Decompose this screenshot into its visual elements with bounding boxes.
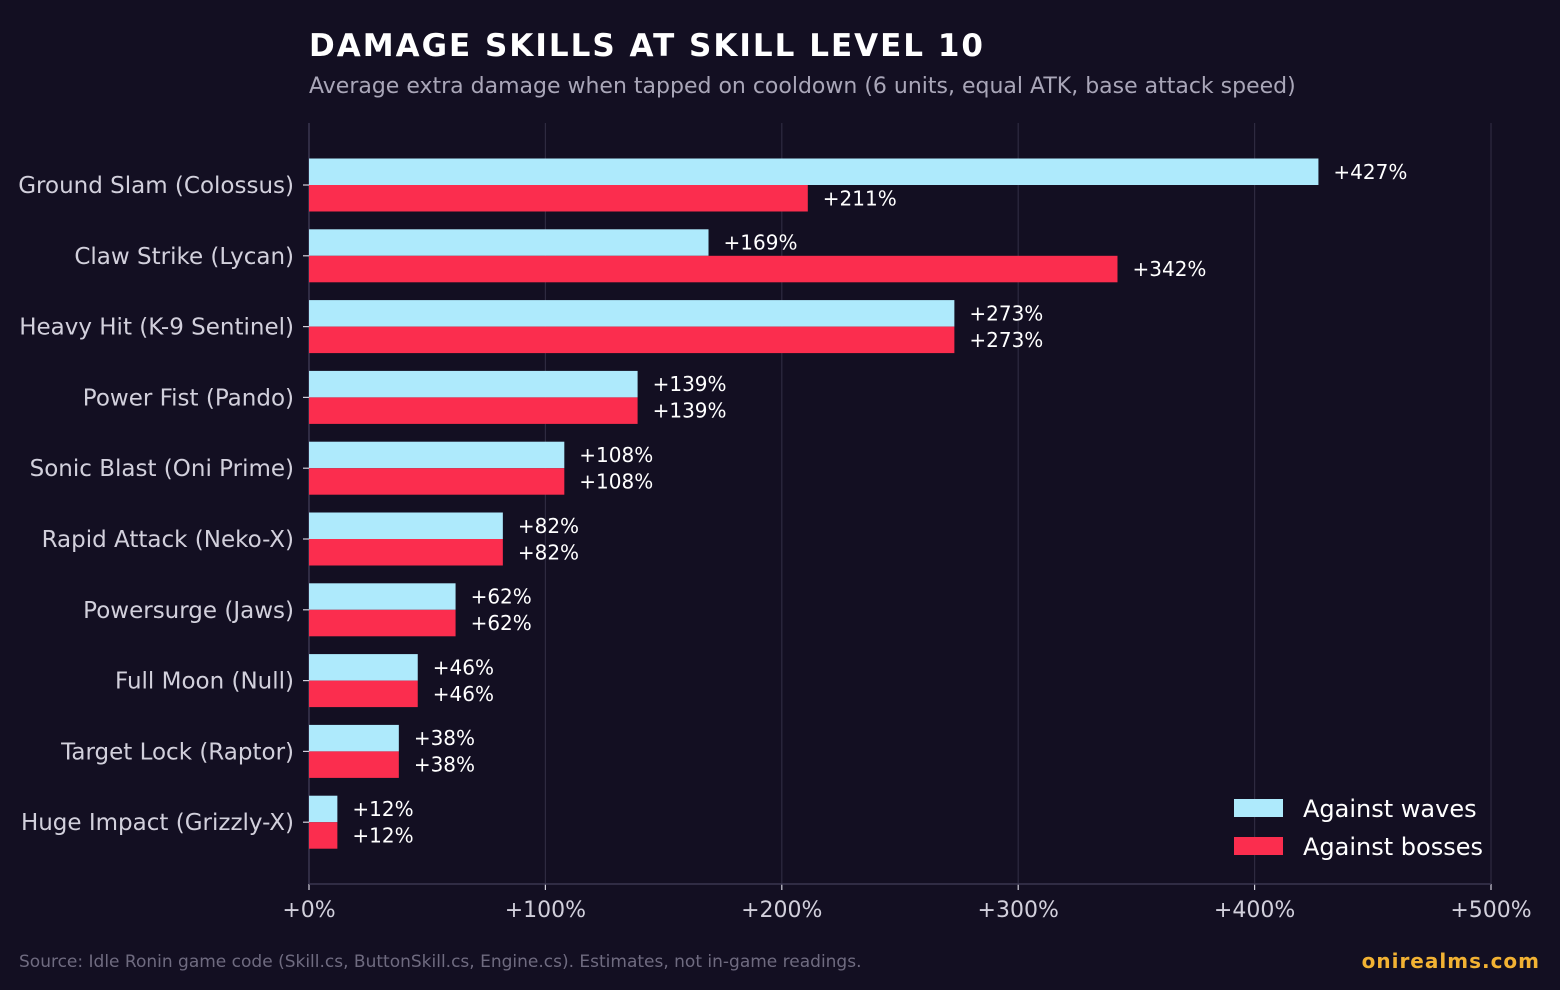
y-tick-label: Sonic Blast (Oni Prime)	[30, 456, 294, 482]
chart-title: DAMAGE SKILLS AT SKILL LEVEL 10	[309, 28, 985, 64]
data-label-waves: +427%	[1333, 160, 1407, 184]
data-label-waves: +12%	[352, 797, 413, 821]
x-tick-label: +300%	[978, 898, 1059, 923]
bar-waves	[309, 724, 399, 752]
legend-label: Against waves	[1303, 795, 1477, 823]
y-tick-label: Power Fist (Pando)	[83, 385, 294, 411]
data-label-waves: +169%	[724, 231, 798, 255]
data-label-bosses: +62%	[471, 611, 532, 635]
data-label-waves: +46%	[433, 655, 494, 679]
source-note: Source: Idle Ronin game code (Skill.cs, …	[19, 952, 862, 972]
data-label-bosses: +46%	[433, 682, 494, 706]
data-label-waves: +82%	[518, 514, 579, 538]
legend-swatch	[1234, 799, 1283, 817]
bar-bosses	[309, 822, 338, 849]
y-tick-label: Powersurge (Jaws)	[83, 598, 294, 624]
bar-waves	[309, 795, 338, 823]
x-tick-label: +0%	[282, 898, 335, 923]
data-label-bosses: +82%	[518, 540, 579, 564]
data-label-waves: +273%	[969, 301, 1043, 325]
x-tick-label: +400%	[1214, 898, 1295, 923]
chart-subtitle: Average extra damage when tapped on cool…	[309, 74, 1296, 99]
y-tick-label: Huge Impact (Grizzly-X)	[21, 810, 294, 836]
bar-bosses	[309, 680, 418, 708]
y-tick-label: Ground Slam (Colossus)	[18, 173, 294, 199]
data-label-bosses: +273%	[969, 328, 1043, 352]
data-label-waves: +108%	[579, 443, 653, 467]
bar-bosses	[309, 751, 399, 778]
data-label-bosses: +342%	[1132, 257, 1206, 281]
bar-bosses	[309, 185, 808, 212]
y-tick-label: Claw Strike (Lycan)	[74, 244, 294, 270]
data-label-bosses: +108%	[579, 469, 653, 493]
data-label-bosses: +139%	[653, 399, 727, 423]
bar-waves	[309, 654, 418, 681]
y-tick-label: Rapid Attack (Neko-X)	[42, 527, 294, 553]
x-tick-label: +100%	[505, 898, 586, 923]
bar-waves	[309, 370, 638, 398]
y-tick-label: Heavy Hit (K-9 Sentinel)	[19, 315, 294, 341]
y-tick-label: Full Moon (Null)	[115, 669, 294, 695]
bar-bosses	[309, 468, 565, 495]
bar-waves	[309, 583, 456, 610]
bar-bosses	[309, 397, 638, 424]
bar-waves	[309, 441, 565, 469]
y-tick-label: Target Lock (Raptor)	[60, 739, 294, 765]
bar-waves	[309, 229, 709, 256]
bar-bosses	[309, 255, 1118, 283]
x-tick-label: +500%	[1450, 898, 1531, 923]
bar-waves	[309, 158, 1319, 185]
bar-waves	[309, 512, 503, 539]
legend-swatch	[1234, 837, 1283, 855]
bar-bosses	[309, 609, 456, 637]
x-tick-label: +200%	[741, 898, 822, 923]
legend-label: Against bosses	[1303, 833, 1483, 861]
bar-bosses	[309, 539, 503, 566]
data-label-bosses: +38%	[414, 753, 475, 777]
data-label-waves: +139%	[653, 372, 727, 396]
data-label-bosses: +12%	[352, 823, 413, 847]
data-label-waves: +38%	[414, 726, 475, 750]
bar-bosses	[309, 326, 955, 354]
data-label-bosses: +211%	[823, 186, 897, 210]
bar-waves	[309, 300, 955, 327]
data-label-waves: +62%	[471, 585, 532, 609]
brand-logo[interactable]: onirealms.com	[1361, 949, 1540, 973]
